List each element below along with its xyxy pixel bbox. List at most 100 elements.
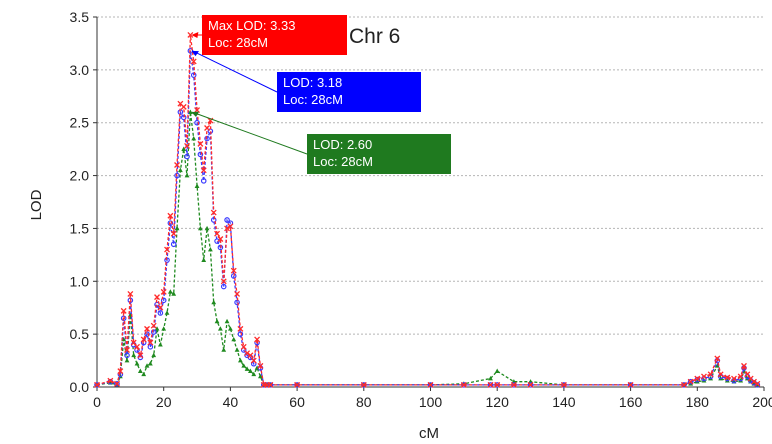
- series-line: [96, 34, 758, 386]
- series: [94, 32, 761, 388]
- data-point: [234, 291, 241, 297]
- data-point: [257, 362, 264, 369]
- data-point: [204, 125, 211, 131]
- data-point: [687, 378, 694, 385]
- data-point: [707, 371, 714, 378]
- data-point: [144, 325, 150, 332]
- data-point: [231, 336, 237, 342]
- data-point: [460, 381, 467, 388]
- data-point: [427, 381, 434, 388]
- data-point: [220, 278, 227, 285]
- data-point: [180, 114, 187, 121]
- data-point: [94, 381, 100, 388]
- data-point: [230, 267, 237, 274]
- data-point: [177, 167, 183, 173]
- data-point: [211, 299, 217, 305]
- data-point: [160, 297, 167, 304]
- data-point: [134, 361, 140, 366]
- data-point: [214, 230, 221, 237]
- data-point: [124, 352, 130, 359]
- data-point: [170, 230, 177, 237]
- x-tick-label: 80: [356, 394, 372, 410]
- data-point: [244, 350, 251, 357]
- data-point: [681, 381, 687, 388]
- data-point: [224, 217, 230, 223]
- data-point: [184, 143, 191, 149]
- data-point: [197, 225, 203, 231]
- data-point: [754, 382, 761, 388]
- data-point: [161, 326, 167, 331]
- data-point: [247, 352, 254, 359]
- data-point: [124, 347, 130, 353]
- data-point: [487, 382, 494, 388]
- data-point: [144, 331, 150, 337]
- data-point: [200, 178, 207, 184]
- data-point: [427, 382, 434, 388]
- data-point: [724, 375, 731, 382]
- data-point: [164, 246, 170, 253]
- y-tick-label: 3.5: [70, 9, 90, 25]
- data-point: [714, 355, 721, 362]
- data-point: [124, 357, 130, 363]
- annotation-arrowhead: [191, 111, 199, 117]
- data-point: [217, 236, 224, 242]
- data-point: [294, 381, 301, 388]
- y-tick-label: 2.0: [70, 168, 90, 184]
- data-point: [228, 326, 233, 331]
- data-point: [137, 368, 143, 373]
- data-point: [187, 109, 193, 114]
- x-tick-label: 120: [486, 394, 510, 410]
- data-point: [140, 336, 147, 343]
- data-point: [227, 220, 234, 226]
- annotation-box: [307, 134, 451, 174]
- y-tick-labels: 0.0 0.5 1.0 1.5 2.0 2.5 3.0 3.5: [70, 9, 97, 395]
- data-point: [114, 381, 120, 387]
- data-point: [210, 209, 217, 216]
- data-point: [151, 352, 157, 358]
- y-tick-label: 1.5: [70, 220, 90, 236]
- data-point: [214, 238, 220, 244]
- data-point: [184, 172, 190, 178]
- data-point: [238, 357, 243, 363]
- data-point: [217, 326, 223, 331]
- annotation-text: Loc: 28cM: [313, 154, 373, 169]
- data-point: [241, 363, 247, 368]
- data-point: [258, 373, 263, 379]
- annotation-arrowhead: [191, 31, 199, 38]
- data-point: [131, 352, 137, 358]
- data-point: [527, 381, 534, 388]
- data-point: [191, 135, 197, 141]
- data-point: [120, 307, 127, 314]
- data-point: [127, 291, 134, 297]
- data-point: [181, 146, 187, 151]
- data-point: [254, 336, 261, 343]
- data-point: [154, 326, 160, 331]
- data-point: [724, 374, 731, 381]
- annotation-box: [202, 15, 347, 55]
- data-point: [114, 380, 120, 387]
- data-point: [194, 183, 200, 188]
- data-point: [204, 225, 210, 231]
- data-point: [741, 362, 747, 369]
- annotation-arrowhead: [191, 50, 199, 57]
- x-tick-label: 20: [156, 394, 172, 410]
- data-point: [141, 371, 147, 377]
- data-point: [237, 331, 244, 337]
- data-point: [687, 378, 694, 385]
- x-tick-label: 0: [93, 394, 101, 410]
- data-point: [164, 310, 170, 315]
- data-point: [221, 347, 227, 352]
- data-point: [751, 378, 757, 385]
- annotation-0: Max LOD: 3.33 Loc: 28cM: [191, 15, 347, 55]
- data-point: [194, 107, 201, 113]
- data-point: [167, 212, 174, 219]
- data-point: [627, 382, 634, 388]
- data-point: [207, 246, 213, 252]
- annotations: Max LOD: 3.33 Loc: 28cM LOD: 3.18 Loc: 28cM…: [191, 15, 451, 174]
- y-tick-label: 0.5: [70, 326, 90, 342]
- data-point: [170, 241, 177, 248]
- data-point: [201, 257, 207, 262]
- data-point: [197, 140, 204, 147]
- data-point: [737, 373, 744, 380]
